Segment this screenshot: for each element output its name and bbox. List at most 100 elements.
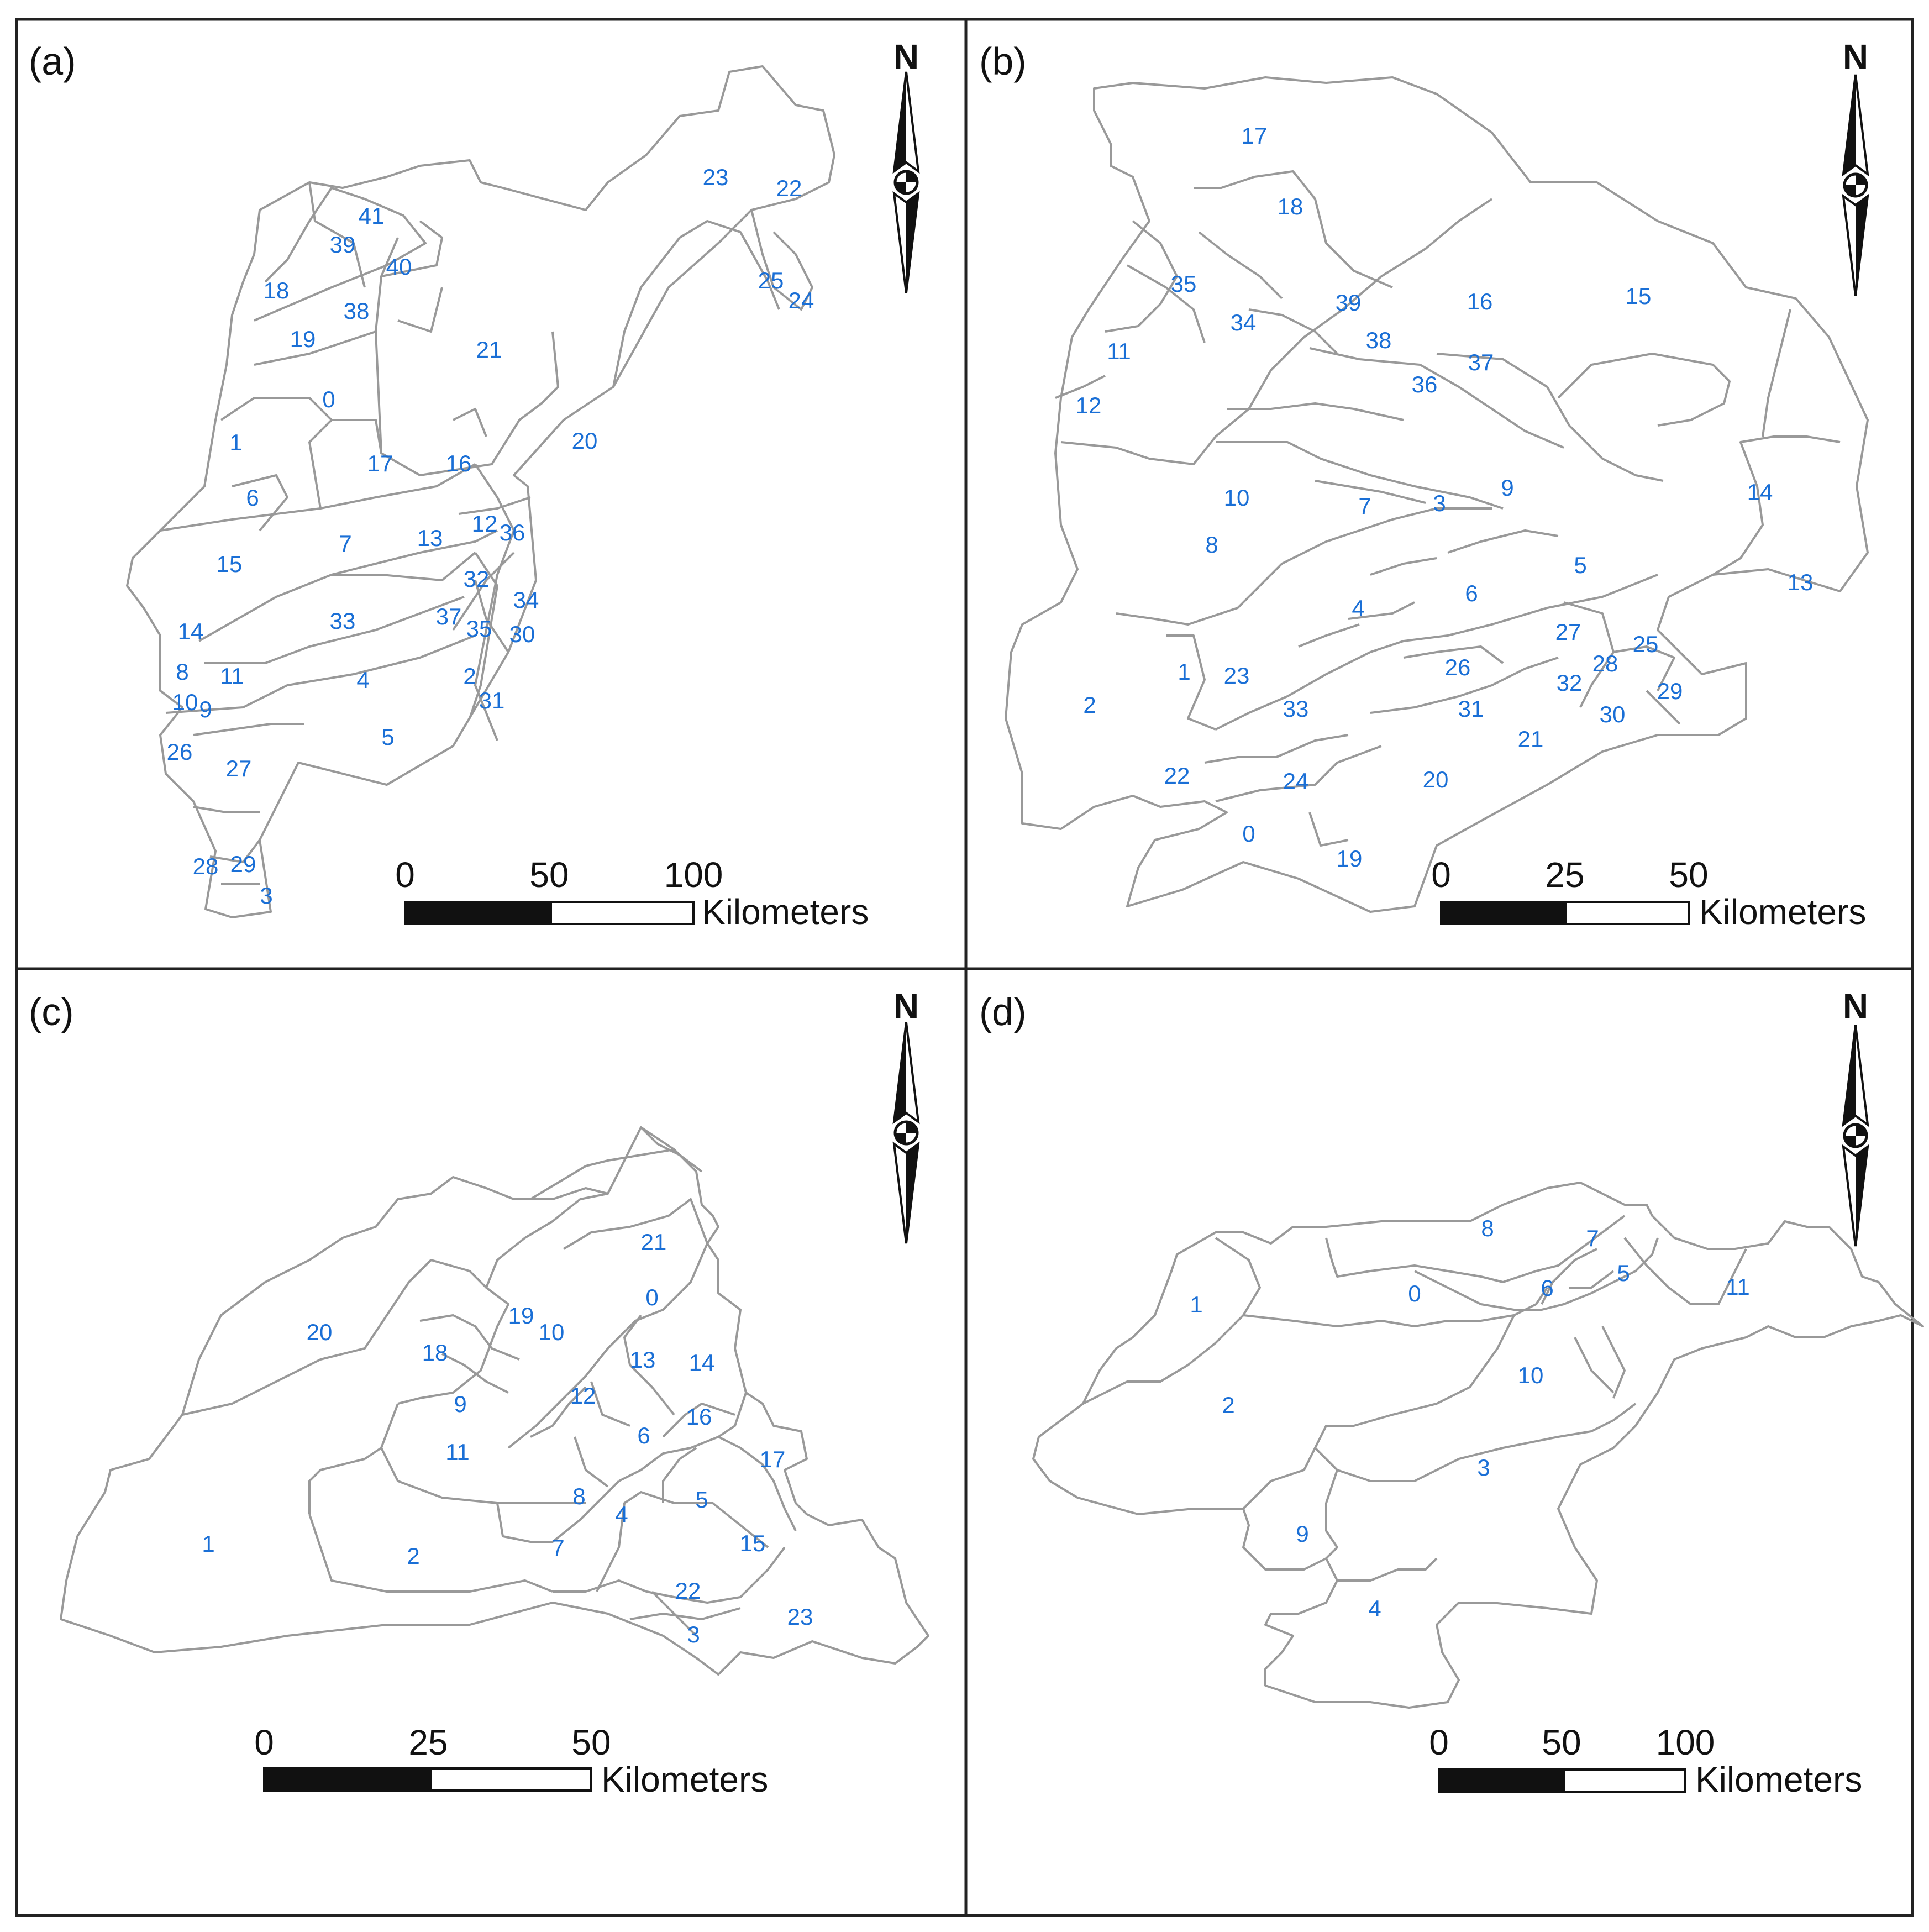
scale-tick: 0 (395, 855, 415, 895)
subbasin-label: 32 (464, 566, 490, 592)
subbasin-label: 25 (758, 267, 784, 293)
panel-frame-d (964, 967, 1914, 1917)
subbasin-label: 16 (686, 1404, 712, 1430)
subbasin-label: 1 (1190, 1292, 1202, 1317)
subbasin-label: 2 (463, 663, 476, 689)
subbasin-label: 33 (1283, 696, 1309, 722)
subbasin-label: 10 (172, 689, 198, 715)
north-arrow-b: N (1843, 37, 1868, 296)
subbasin-label: 29 (230, 851, 256, 877)
subbasin-label: 23 (1224, 663, 1250, 689)
subbasin-boundaries-c (60, 1126, 929, 1676)
subbasin-label: 12 (570, 1383, 596, 1409)
subbasin-label: 10 (1518, 1362, 1544, 1388)
subbasin-boundaries-a (126, 65, 835, 918)
subbasin-label: 7 (1358, 493, 1371, 519)
subbasin-label: 0 (1408, 1280, 1421, 1306)
subbasin-label: 39 (330, 232, 356, 258)
subbasin-label: 8 (176, 659, 188, 685)
north-label-a: N (893, 37, 919, 77)
scale-tick: 25 (1545, 855, 1584, 895)
panel-d: (d) 0 1 2 3 4 5 6 7 8 9 (979, 986, 1924, 1799)
subbasin-label: 3 (687, 1621, 700, 1647)
subbasin-label: 24 (789, 287, 814, 313)
subbasin-label: 17 (1242, 123, 1268, 149)
subbasin-label: 7 (1586, 1225, 1599, 1251)
subbasin-label: 19 (290, 326, 316, 352)
subbasin-label: 21 (1518, 726, 1544, 752)
subbasin-label: 20 (307, 1319, 333, 1345)
panel-b: (b) (979, 37, 1868, 932)
subbasin-label: 18 (422, 1340, 448, 1366)
subbasin-label: 13 (1788, 569, 1814, 595)
subbasin-label: 23 (703, 164, 729, 190)
subbasin-label: 6 (1541, 1275, 1553, 1301)
subbasin-label: 35 (466, 616, 492, 642)
scale-bar-a: 0 50 100 Kilometers (395, 855, 869, 932)
subbasin-label: 6 (637, 1422, 650, 1448)
panel-c: (c) 0 (29, 986, 929, 1799)
subbasin-label: 11 (1726, 1274, 1750, 1300)
subbasin-boundaries-b (1005, 76, 1869, 913)
subbasin-label: 19 (508, 1303, 534, 1329)
subbasin-label: 10 (539, 1319, 565, 1345)
subbasin-label: 19 (1337, 846, 1363, 872)
subbasin-label: 20 (1423, 767, 1449, 792)
scale-tick: 0 (1429, 1723, 1449, 1762)
panel-a: (a) (29, 37, 919, 932)
north-arrow-d: N (1843, 986, 1868, 1246)
subbasin-label: 20 (572, 428, 598, 454)
subbasin-label: 1 (229, 429, 242, 455)
subbasin-label: 24 (1283, 768, 1309, 794)
subbasin-label: 11 (445, 1439, 470, 1465)
subbasin-label: 4 (356, 667, 369, 693)
scale-tick: 0 (1431, 855, 1451, 895)
subbasin-label: 2 (1222, 1392, 1234, 1418)
subbasin-label: 12 (1076, 392, 1102, 418)
subbasin-label: 4 (1368, 1595, 1381, 1621)
subbasin-label: 8 (1481, 1215, 1494, 1241)
subbasin-label: 40 (386, 254, 412, 280)
scale-tick: 25 (408, 1723, 448, 1762)
subbasin-label: 11 (1107, 338, 1131, 364)
subbasin-label: 15 (740, 1530, 766, 1556)
north-label-c: N (893, 986, 919, 1026)
scale-bar-c: 0 25 50 Kilometers (254, 1723, 768, 1799)
scale-tick: 0 (254, 1723, 274, 1762)
subbasin-label: 30 (509, 621, 535, 647)
subbasin-label: 26 (1445, 654, 1471, 680)
subbasin-label: 5 (381, 724, 394, 750)
subbasin-label: 4 (615, 1502, 628, 1527)
scale-unit: Kilometers (1695, 1760, 1862, 1799)
subbasin-label: 22 (776, 175, 802, 201)
subbasin-label: 37 (436, 603, 462, 629)
subbasin-label: 0 (322, 386, 335, 412)
subbasin-label: 6 (1465, 580, 1478, 606)
scale-tick: 100 (1656, 1723, 1715, 1762)
subbasin-label: 7 (551, 1535, 564, 1561)
subbasin-label: 8 (1205, 532, 1218, 558)
subbasin-label: 9 (454, 1391, 466, 1417)
subbasin-label: 15 (1626, 283, 1652, 309)
north-label-b: N (1843, 37, 1868, 77)
subbasin-label: 3 (1433, 490, 1446, 516)
subbasin-label: 31 (479, 687, 505, 713)
subbasin-label: 16 (1467, 288, 1493, 314)
subbasin-labels-d: 0 1 2 3 4 5 6 7 8 9 10 11 (1190, 1215, 1749, 1621)
scale-tick: 50 (529, 855, 569, 895)
subbasin-label: 1 (1178, 659, 1190, 685)
subbasin-label: 9 (1296, 1521, 1308, 1547)
subbasin-label: 41 (359, 203, 385, 229)
scale-unit: Kilometers (702, 892, 869, 932)
north-label-d: N (1843, 986, 1868, 1026)
subbasin-label: 33 (330, 608, 356, 634)
subbasin-label: 5 (695, 1487, 708, 1513)
subbasin-label: 21 (476, 337, 502, 363)
subbasin-labels-c: 0 1 2 3 4 5 6 7 8 9 10 11 12 13 14 15 16… (202, 1229, 813, 1647)
subbasin-label: 25 (1633, 631, 1659, 657)
scale-bar-b: 0 25 50 Kilometers (1431, 855, 1866, 932)
subbasin-label: 14 (178, 618, 204, 644)
subbasin-label: 6 (246, 485, 259, 511)
subbasin-label: 3 (260, 883, 272, 909)
